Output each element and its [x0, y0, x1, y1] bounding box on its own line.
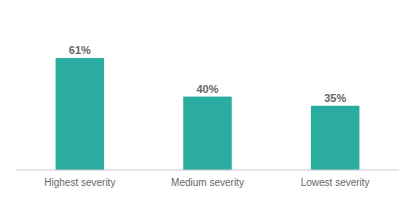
data-label: 35% — [324, 92, 346, 104]
bar — [56, 58, 105, 170]
data-label: 61% — [69, 44, 91, 56]
x-tick-label: Medium severity — [171, 177, 244, 188]
x-tick-label: Highest severity — [44, 177, 115, 188]
x-axis-line — [16, 170, 399, 171]
chart: 61% 40% 35% Highest severity Medium severity… — [0, 0, 409, 204]
bar — [183, 97, 232, 170]
bar — [311, 106, 360, 170]
chart-container: 61% 40% 35% Highest severity Medium severity… — [0, 0, 409, 204]
bars — [56, 58, 360, 170]
x-tick-label: Lowest severity — [301, 177, 370, 188]
data-label: 40% — [196, 83, 218, 95]
